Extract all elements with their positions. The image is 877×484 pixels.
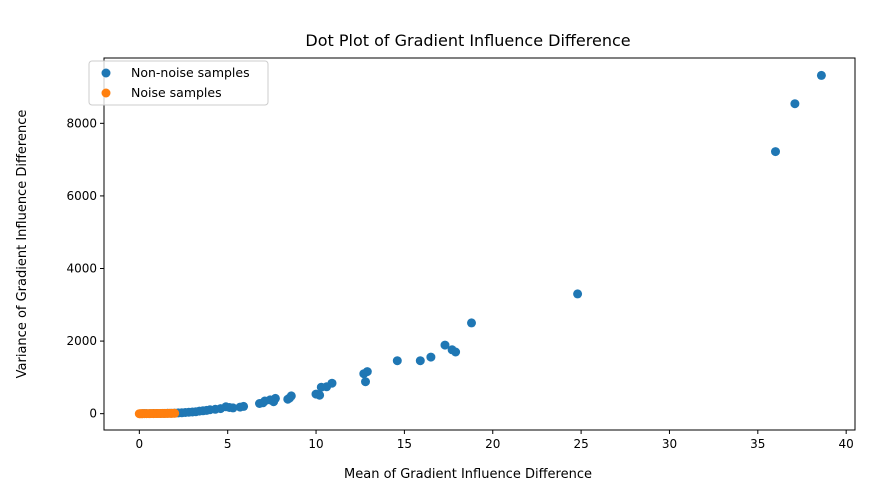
non-noise-point: [255, 399, 264, 408]
non-noise-point: [426, 352, 436, 362]
legend-marker: [101, 68, 111, 78]
y-tick-label: 8000: [66, 116, 97, 130]
non-noise-point: [451, 347, 461, 357]
noise-point: [170, 408, 180, 418]
plot-frame: [103, 57, 856, 431]
y-axis-label: Variance of Gradient Influence Differenc…: [15, 110, 30, 379]
non-noise-point: [235, 402, 245, 412]
legend-label: Noise samples: [131, 85, 222, 100]
legend: Non-noise samples Noise samples: [88, 60, 269, 106]
y-tick-label: 0: [89, 407, 97, 421]
x-tick-label: 40: [839, 437, 854, 451]
non-noise-point: [573, 289, 583, 299]
non-noise-point: [361, 377, 370, 387]
non-noise-point: [440, 340, 450, 350]
non-noise-point: [359, 369, 369, 379]
non-noise-point: [392, 356, 402, 366]
x-tick-label: 35: [750, 437, 765, 451]
chart-title: Dot Plot of Gradient Influence Differenc…: [305, 31, 630, 50]
y-tick-label: 6000: [66, 189, 97, 203]
x-axis: 0 5 10 15 20 25 30 35 40: [136, 430, 854, 451]
non-noise-point: [316, 382, 326, 392]
data-points: [134, 70, 826, 419]
legend-box: [88, 60, 269, 106]
non-noise-point: [771, 147, 780, 157]
legend-marker: [101, 88, 111, 98]
legend-label: Non-noise samples: [131, 65, 250, 80]
x-tick-label: 20: [485, 437, 500, 451]
non-noise-point: [467, 318, 476, 328]
non-noise-point: [311, 389, 321, 399]
y-tick-label: 4000: [66, 261, 97, 275]
x-tick-label: 0: [136, 437, 144, 451]
x-axis-label: Mean of Gradient Influence Difference: [344, 467, 592, 482]
x-tick-label: 25: [573, 437, 588, 451]
y-axis: 0 2000 4000 6000 8000: [66, 116, 104, 421]
non-noise-point: [790, 99, 800, 109]
x-tick-label: 30: [662, 437, 677, 451]
y-tick-label: 2000: [66, 334, 97, 348]
non-noise-point: [285, 393, 294, 403]
x-tick-label: 5: [224, 437, 232, 451]
x-tick-label: 10: [308, 437, 323, 451]
non-noise-point: [816, 70, 826, 80]
x-tick-label: 15: [397, 437, 412, 451]
non-noise-point: [415, 356, 425, 366]
